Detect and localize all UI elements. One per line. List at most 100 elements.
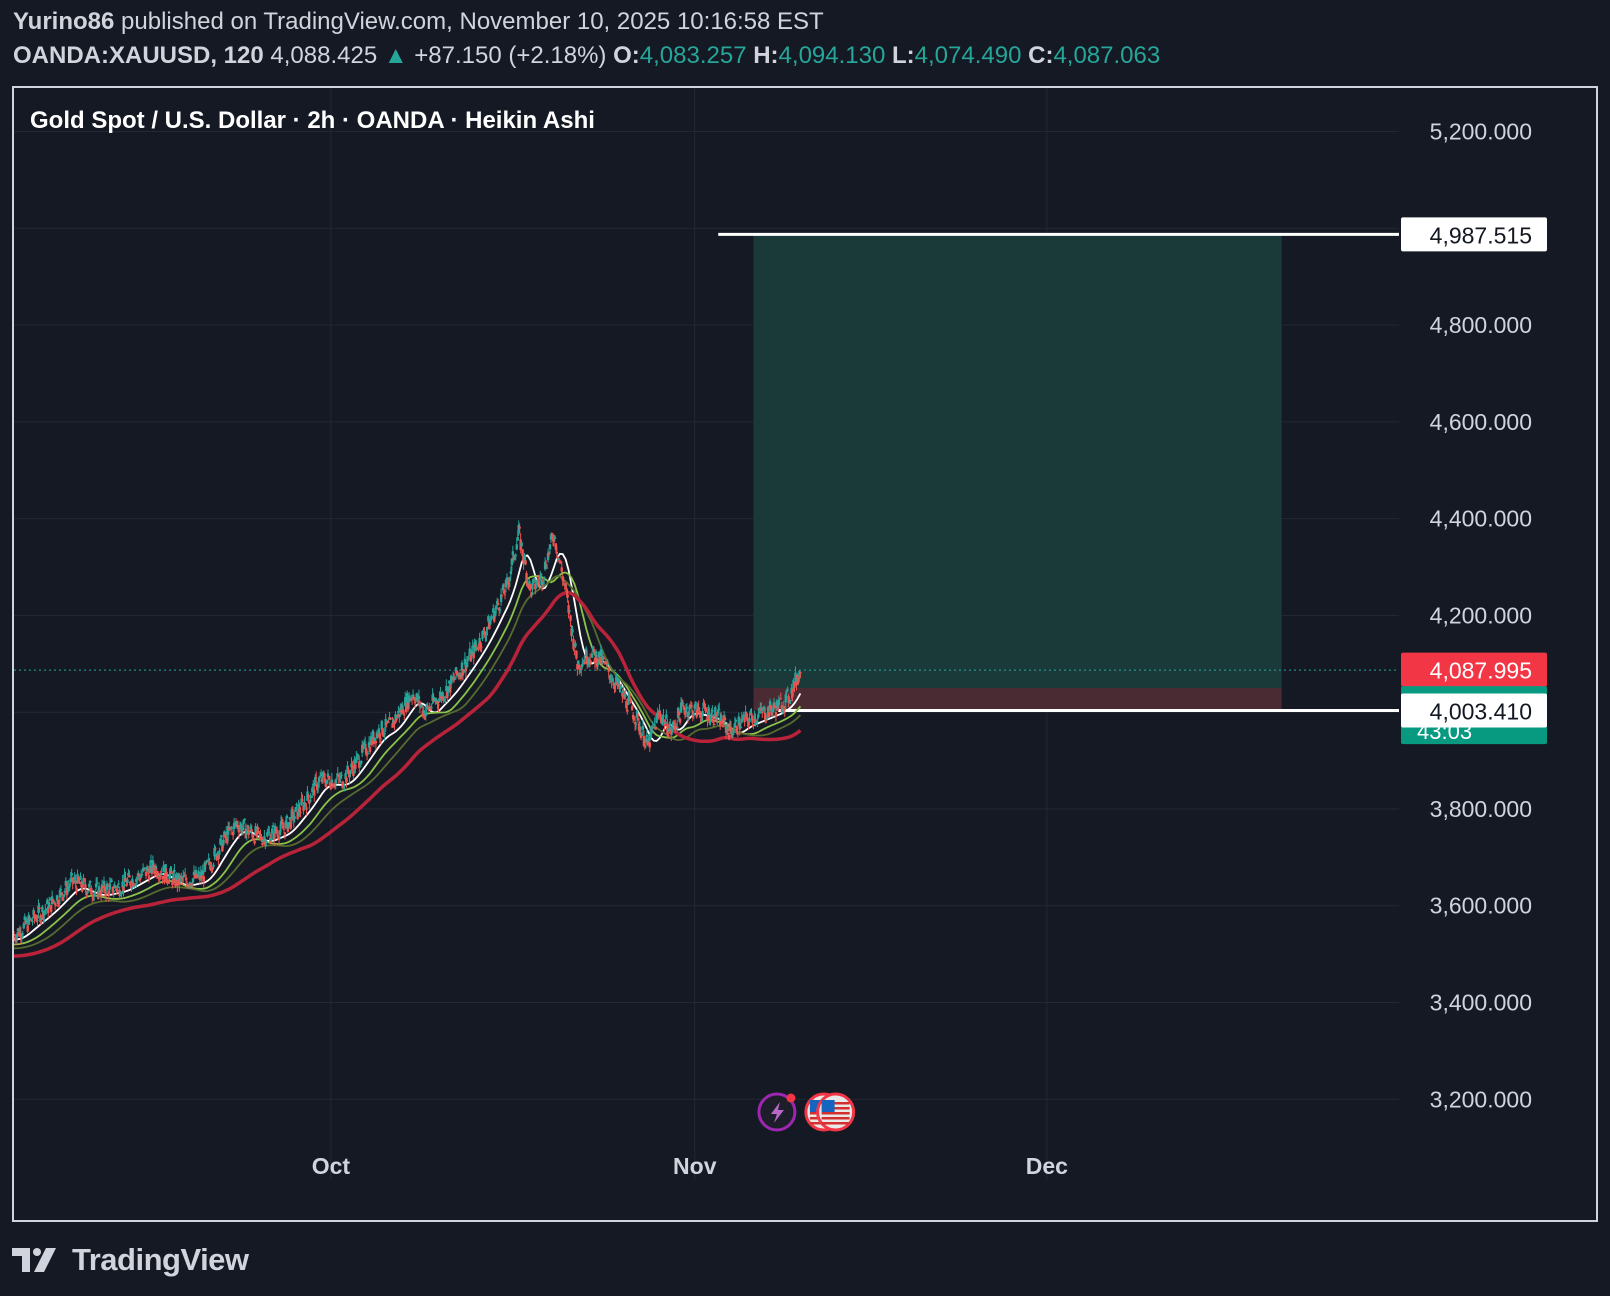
candle-body bbox=[285, 815, 289, 819]
tradingview-logo[interactable]: TradingView bbox=[12, 1238, 249, 1282]
candle bbox=[717, 704, 720, 717]
candle bbox=[643, 745, 647, 750]
candle-body bbox=[666, 724, 669, 735]
candle-body bbox=[504, 579, 508, 588]
price-label-text: 4,987.515 bbox=[1430, 222, 1532, 248]
candle bbox=[149, 854, 153, 870]
candle-body bbox=[744, 711, 747, 717]
candle-body bbox=[758, 712, 761, 714]
candle bbox=[730, 728, 734, 739]
candle bbox=[739, 722, 742, 729]
candle-body bbox=[331, 783, 335, 788]
candle-body bbox=[795, 678, 798, 685]
candle-body bbox=[222, 839, 225, 846]
candle-body bbox=[74, 880, 77, 884]
candle-body bbox=[354, 764, 357, 769]
candle-body bbox=[400, 710, 403, 713]
candle bbox=[278, 824, 282, 839]
candle-body bbox=[477, 649, 480, 651]
candle bbox=[444, 695, 447, 704]
candle bbox=[295, 802, 298, 811]
candle-body bbox=[741, 717, 744, 719]
candle-body bbox=[544, 564, 548, 568]
candle bbox=[316, 780, 320, 793]
candle-body bbox=[638, 727, 642, 730]
candle bbox=[276, 830, 280, 841]
candle bbox=[463, 652, 467, 667]
candle bbox=[162, 860, 165, 873]
candle bbox=[374, 740, 378, 750]
candle-body bbox=[278, 830, 282, 836]
candle-body bbox=[186, 884, 190, 886]
candle bbox=[697, 700, 700, 715]
candle-body bbox=[786, 689, 789, 691]
candle bbox=[498, 607, 502, 614]
candle bbox=[437, 700, 440, 712]
candle-body bbox=[190, 885, 194, 887]
candle-body bbox=[233, 822, 237, 824]
chart-pane[interactable]: 3,200.000 3,400.000 3,600.000 3,800.000 4,00… bbox=[12, 86, 1598, 1222]
candle-body bbox=[539, 574, 543, 576]
candle bbox=[157, 871, 160, 884]
candle-body bbox=[425, 704, 428, 709]
close-value: 4,087.063 bbox=[1053, 42, 1161, 69]
candle-body bbox=[69, 878, 72, 883]
author-name[interactable]: Yurino86 bbox=[13, 8, 115, 35]
candle-body bbox=[696, 703, 699, 711]
candle-body bbox=[333, 785, 337, 787]
candle-body bbox=[735, 726, 739, 733]
candle-body bbox=[480, 646, 483, 648]
candle-body bbox=[137, 874, 141, 877]
candle-body bbox=[423, 714, 427, 720]
candle-body bbox=[549, 534, 553, 540]
candle bbox=[516, 530, 519, 541]
candle bbox=[355, 751, 358, 764]
candle bbox=[779, 692, 783, 700]
candle-body bbox=[219, 838, 222, 845]
candle bbox=[592, 646, 596, 655]
candle bbox=[202, 871, 205, 888]
candle bbox=[636, 713, 640, 721]
candle-body bbox=[241, 827, 245, 831]
candle-body bbox=[620, 686, 623, 688]
candle bbox=[641, 719, 645, 734]
candle-body bbox=[476, 647, 479, 649]
candle-body bbox=[532, 579, 535, 582]
candle bbox=[130, 885, 133, 892]
candle-body bbox=[258, 831, 261, 835]
candle bbox=[107, 888, 111, 902]
symbol-label[interactable]: OANDA:XAUUSD, 120 bbox=[13, 42, 264, 69]
candle bbox=[401, 701, 404, 711]
candle bbox=[236, 820, 240, 832]
candle bbox=[363, 736, 367, 749]
candle-body bbox=[613, 687, 616, 689]
last-price: 4,088.425 bbox=[270, 42, 378, 69]
candle bbox=[89, 880, 92, 886]
candle-body bbox=[439, 692, 442, 696]
candle-body bbox=[179, 876, 182, 881]
candle-body bbox=[506, 581, 510, 583]
candle bbox=[176, 878, 179, 893]
candle-body bbox=[194, 869, 198, 875]
candle-body bbox=[379, 738, 382, 740]
candle bbox=[201, 864, 204, 875]
candle-body bbox=[671, 729, 674, 732]
candle bbox=[104, 891, 108, 903]
candle-body bbox=[462, 670, 466, 673]
candle bbox=[252, 834, 255, 840]
candle bbox=[703, 700, 706, 710]
candle bbox=[315, 771, 318, 784]
candle-body bbox=[683, 712, 687, 715]
candle-body bbox=[82, 878, 85, 885]
candle-body bbox=[119, 895, 122, 897]
candle-body bbox=[496, 602, 500, 605]
candle-body bbox=[621, 691, 624, 697]
candle-body bbox=[199, 872, 203, 876]
candle bbox=[151, 855, 155, 873]
candle-body bbox=[563, 583, 566, 586]
candle-body bbox=[677, 711, 681, 716]
candle-body bbox=[753, 715, 756, 721]
chart-canvas[interactable]: 3,200.000 3,400.000 3,600.000 3,800.000 4,00… bbox=[14, 88, 1596, 1220]
candle-body bbox=[93, 890, 97, 893]
candle-body bbox=[470, 650, 473, 656]
